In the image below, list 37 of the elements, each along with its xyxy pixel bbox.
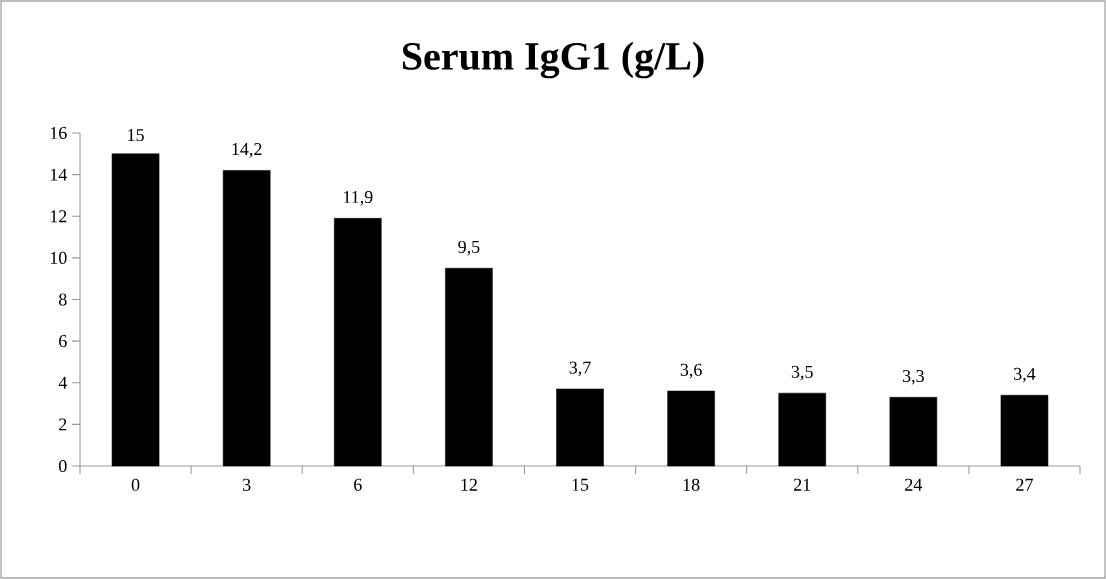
x-tick-label: 3 bbox=[243, 478, 251, 491]
y-tick-label: 8 bbox=[58, 293, 67, 306]
x-tick-label: 24 bbox=[905, 478, 923, 491]
bar bbox=[334, 218, 382, 467]
x-tick-label: 0 bbox=[131, 478, 140, 491]
data-label: 3,6 bbox=[680, 363, 702, 379]
data-label: 14,2 bbox=[232, 143, 262, 158]
x-tick-label: 6 bbox=[354, 478, 362, 491]
chart-title: Serum IgG1 (g/L) bbox=[402, 41, 704, 79]
y-tick-label: 12 bbox=[50, 210, 67, 223]
y-tick-label: 4 bbox=[58, 376, 68, 389]
bar bbox=[778, 392, 826, 467]
y-tick-label: 10 bbox=[50, 251, 67, 264]
bar bbox=[556, 388, 604, 467]
x-tick-label: 12 bbox=[461, 478, 477, 491]
y-tick-label: 0 bbox=[58, 459, 67, 473]
bar bbox=[111, 153, 160, 467]
bar bbox=[667, 390, 715, 467]
y-tick-label: 6 bbox=[59, 335, 67, 348]
data-label: 3,5 bbox=[791, 365, 813, 381]
data-label: 3,4 bbox=[1014, 367, 1036, 383]
data-label: 9,5 bbox=[458, 240, 480, 256]
y-tick-label: 2 bbox=[59, 418, 67, 431]
x-tick-label: 18 bbox=[683, 478, 700, 491]
bar bbox=[889, 397, 938, 467]
data-label: 3,3 bbox=[902, 369, 924, 385]
bar bbox=[1000, 394, 1049, 467]
bar bbox=[222, 170, 271, 467]
x-tick-label: 15 bbox=[572, 478, 589, 491]
y-tick-label: 16 bbox=[50, 126, 67, 140]
data-label: 3,7 bbox=[569, 361, 591, 377]
data-label: 15 bbox=[128, 129, 144, 142]
bar bbox=[445, 268, 493, 467]
y-tick-label: 14 bbox=[50, 168, 68, 181]
data-label: 11,9 bbox=[343, 190, 373, 206]
x-tick-label: 27 bbox=[1016, 478, 1033, 491]
x-tick-label: 21 bbox=[794, 478, 811, 491]
